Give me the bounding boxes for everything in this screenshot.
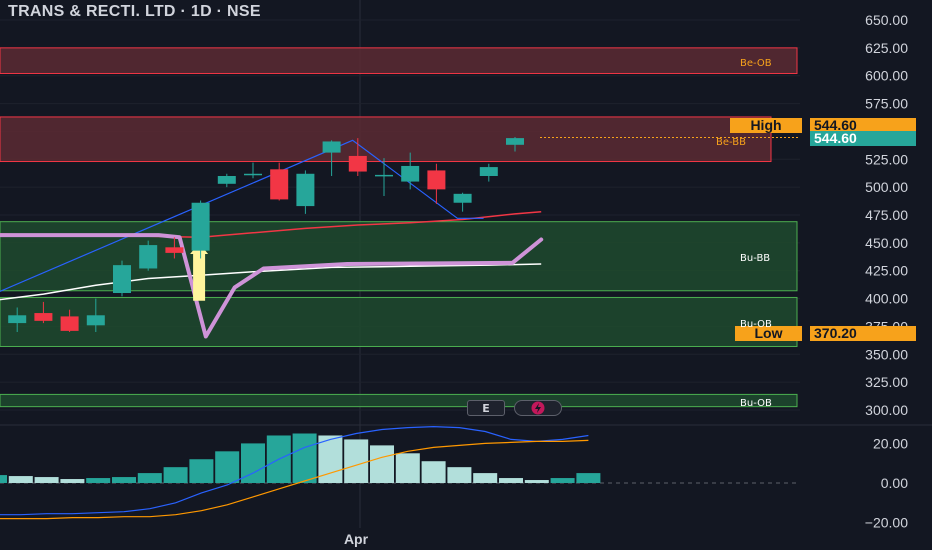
bu-bb-label: Bu-BB (740, 253, 771, 264)
macd-histogram-bar (34, 477, 59, 483)
price-tick-label: 600.00 (865, 68, 908, 84)
candle-body[interactable] (296, 173, 315, 207)
candle-body[interactable] (427, 170, 446, 190)
candle-body[interactable] (217, 176, 236, 184)
macd-histogram-bar (344, 439, 369, 483)
candle-body[interactable] (191, 202, 210, 251)
white-moving-average (0, 263, 542, 301)
candle-body[interactable] (348, 155, 367, 172)
price-tick-label: 400.00 (865, 291, 908, 307)
chart-title: TRANS & RECTI. LTD · 1D · NSE (8, 3, 261, 20)
price-tick-label: 475.00 (865, 207, 908, 223)
macd-histogram-bar (499, 478, 523, 483)
macd-histogram-bar (421, 461, 446, 483)
macd-pane: 20.00 0.00 −20.00 (0, 424, 932, 531)
be-bb-label: Be-BB (716, 137, 746, 148)
lightning-icon[interactable] (514, 400, 562, 416)
candle-body[interactable] (375, 174, 393, 177)
candle-body[interactable] (506, 138, 524, 145)
last-price-tag: 544.60 (810, 131, 916, 146)
bu-ob-label-2: Bu-OB (740, 398, 772, 409)
price-tick-label: 350.00 (865, 346, 908, 362)
macd-histogram-bar (137, 473, 162, 483)
macd-tick-label: −20.00 (865, 515, 908, 531)
zone-be-ob-0 (0, 47, 798, 74)
candle-body[interactable] (479, 167, 498, 176)
macd-histogram-bar (292, 433, 317, 483)
low-label-tag: Low (735, 326, 802, 341)
macd-tick-label: 0.00 (881, 475, 908, 491)
high-label-tag: High (730, 118, 802, 133)
price-tick-label: 575.00 (865, 96, 908, 112)
macd-histogram-bar (370, 445, 394, 483)
macd-histogram-bar (215, 451, 240, 483)
macd-histogram-bar (8, 476, 33, 483)
time-axis-label-apr: Apr (344, 531, 369, 547)
macd-histogram-bar (473, 473, 498, 483)
price-tick-label: 525.00 (865, 151, 908, 167)
candles (8, 137, 524, 332)
macd-histogram-bar (0, 475, 7, 483)
macd-histogram-bar (524, 480, 549, 483)
macd-histogram-bar (395, 453, 420, 483)
macd-histogram-bar (576, 473, 601, 483)
candle-body[interactable] (270, 169, 289, 200)
price-tick-label: 425.00 (865, 263, 908, 279)
price-tick-label: 650.00 (865, 12, 908, 28)
macd-histogram-bar (189, 459, 214, 483)
trend-line-purple (0, 233, 544, 339)
zone-be-bb-1 (0, 116, 772, 163)
macd-tick-label: 20.00 (873, 435, 908, 451)
candle-body[interactable] (139, 245, 158, 269)
candle-body[interactable] (453, 193, 472, 203)
bu-ob-label-1: Bu-OB (740, 319, 772, 330)
price-axis: 650.00625.00600.00575.00550.00525.00500.… (344, 12, 908, 547)
earnings-button[interactable]: E (467, 400, 505, 416)
candle-body[interactable] (113, 265, 131, 293)
lightning-glyph (531, 401, 545, 415)
macd-line (0, 425, 589, 516)
zone-bu-ob-3 (0, 296, 798, 347)
macd-histogram-bar (163, 467, 188, 483)
zones (0, 47, 798, 408)
price-tick-label: 300.00 (865, 402, 908, 418)
candle-body[interactable] (60, 316, 79, 331)
candle-body[interactable] (244, 173, 262, 176)
candle-body[interactable] (86, 315, 105, 326)
macd-histogram-bar (112, 477, 136, 483)
be-ob-label: Be-OB (740, 58, 772, 69)
macd-histogram-bar (447, 467, 472, 483)
candle-body[interactable] (8, 315, 27, 324)
price-tick-label: 450.00 (865, 235, 908, 251)
candle-body[interactable] (401, 165, 420, 182)
candle-body[interactable] (34, 313, 53, 321)
signal-line (0, 439, 589, 520)
candle-body[interactable] (322, 141, 341, 153)
price-tick-label: 500.00 (865, 179, 908, 195)
price-tick-label: 325.00 (865, 374, 908, 390)
buy-signal-arrow-icon (190, 242, 209, 301)
price-tick-label: 625.00 (865, 40, 908, 56)
zone-bu-ob-4 (0, 393, 798, 408)
low-value-tag: 370.20 (810, 326, 916, 341)
macd-histogram-bar (60, 479, 85, 483)
candle-body[interactable] (165, 247, 184, 253)
macd-histogram-bar (86, 478, 111, 483)
macd-histogram-bar (550, 478, 575, 483)
high-value-tag: 544.60 (810, 118, 916, 133)
